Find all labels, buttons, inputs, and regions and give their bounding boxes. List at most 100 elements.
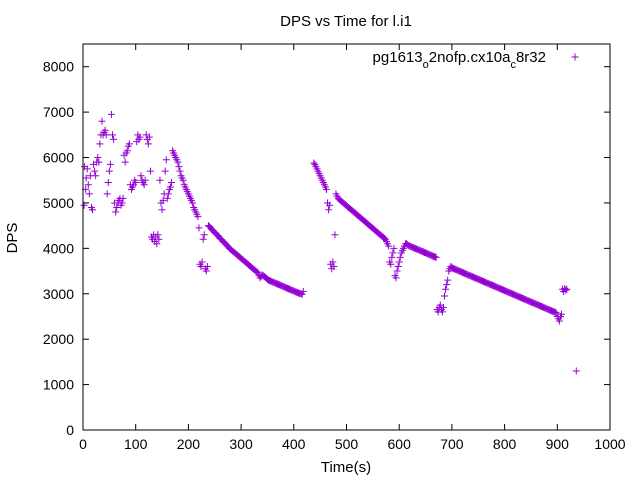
data-point xyxy=(396,253,404,261)
data-point xyxy=(329,258,337,266)
data-point xyxy=(154,231,162,239)
data-point xyxy=(322,185,330,193)
x-tick-label: 400 xyxy=(282,436,306,452)
data-point xyxy=(105,167,113,175)
data-point xyxy=(132,179,140,187)
data-points xyxy=(80,110,580,375)
x-tick-label: 100 xyxy=(124,436,148,452)
data-point xyxy=(156,176,164,184)
data-point xyxy=(439,303,447,311)
data-point xyxy=(145,133,153,141)
data-point xyxy=(96,140,104,148)
data-point xyxy=(164,190,172,198)
data-point xyxy=(310,159,318,167)
data-point xyxy=(444,276,452,284)
data-point xyxy=(552,309,560,317)
data-point xyxy=(253,268,261,276)
legend-marker xyxy=(571,53,579,61)
plot-frame xyxy=(82,43,611,431)
data-point xyxy=(137,172,145,180)
data-point xyxy=(92,172,100,180)
data-point xyxy=(112,208,120,216)
x-tick-label: 300 xyxy=(229,436,253,452)
data-point xyxy=(200,231,208,239)
data-point xyxy=(163,194,171,202)
data-point xyxy=(113,203,121,211)
data-point xyxy=(441,292,449,300)
data-point xyxy=(107,110,115,118)
data-point xyxy=(174,158,182,166)
data-point xyxy=(176,167,184,175)
data-point xyxy=(387,260,395,268)
y-tick-label: 7000 xyxy=(43,104,74,120)
data-point xyxy=(91,167,99,175)
x-tick-label: 900 xyxy=(546,436,570,452)
data-point xyxy=(390,244,398,252)
data-point xyxy=(101,126,109,134)
data-point xyxy=(80,201,88,209)
x-tick-label: 700 xyxy=(440,436,464,452)
data-point xyxy=(202,267,210,275)
data-point xyxy=(109,131,117,139)
data-point xyxy=(189,199,197,207)
legend: pg1613o2nofp.cx10ac8r32 xyxy=(373,49,579,71)
data-point xyxy=(155,235,163,243)
data-point xyxy=(162,156,170,164)
y-tick-label: 0 xyxy=(66,422,74,438)
data-point xyxy=(392,274,400,282)
data-point xyxy=(442,285,450,293)
data-point xyxy=(102,131,110,139)
data-point xyxy=(106,160,114,168)
y-tick-label: 6000 xyxy=(43,150,74,166)
x-axis-label: Time(s) xyxy=(321,459,371,476)
axis-ticks: 0 100 200 300 400 500 600 700 800 900 1000 0 1000 200… xyxy=(43,44,626,452)
data-point xyxy=(98,117,106,125)
data-point xyxy=(395,258,403,266)
data-point xyxy=(103,190,111,198)
data-point xyxy=(136,133,144,141)
data-point xyxy=(563,285,571,293)
data-point xyxy=(385,242,393,250)
data-point xyxy=(331,231,339,239)
data-point xyxy=(144,140,152,148)
x-tick-label: 800 xyxy=(493,436,517,452)
data-point xyxy=(197,263,205,271)
data-point xyxy=(121,158,129,166)
data-point xyxy=(555,317,563,325)
data-point xyxy=(161,167,169,175)
legend-plus-marker xyxy=(571,53,579,61)
data-point xyxy=(168,179,176,187)
data-point xyxy=(94,154,102,162)
data-point xyxy=(95,158,103,166)
data-point xyxy=(325,206,333,214)
data-point xyxy=(299,287,307,295)
x-tick-label: 600 xyxy=(388,436,412,452)
data-point xyxy=(141,176,149,184)
data-point xyxy=(326,201,334,209)
data-point xyxy=(558,310,566,318)
data-point xyxy=(166,183,174,191)
data-point xyxy=(104,179,112,187)
data-point xyxy=(82,174,90,182)
data-point xyxy=(140,181,148,189)
data-point xyxy=(389,249,397,257)
data-point xyxy=(110,135,118,143)
data-point xyxy=(432,253,440,261)
y-tick-label: 5000 xyxy=(43,195,74,211)
data-point xyxy=(572,367,580,375)
data-point xyxy=(198,258,206,266)
data-point xyxy=(88,206,96,214)
x-tick-label: 200 xyxy=(177,436,201,452)
data-point xyxy=(199,235,207,243)
data-point xyxy=(123,147,131,155)
y-tick-label: 4000 xyxy=(43,240,74,256)
x-tick-label: 500 xyxy=(335,436,359,452)
data-point xyxy=(119,194,127,202)
data-point xyxy=(388,253,396,261)
data-point xyxy=(118,199,126,207)
data-point xyxy=(562,286,570,294)
data-point xyxy=(84,181,92,189)
y-axis-label: DPS xyxy=(4,223,21,254)
data-point xyxy=(85,190,93,198)
